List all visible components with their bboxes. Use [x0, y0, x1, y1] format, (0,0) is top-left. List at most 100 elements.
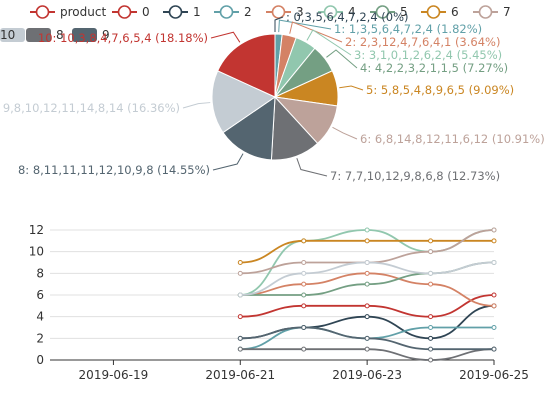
legend-item-6[interactable]: 5 — [370, 5, 408, 19]
y-tick-label: 10 — [29, 245, 44, 259]
legend-box-marker — [26, 28, 51, 42]
y-tick-label: 6 — [36, 288, 44, 302]
data-point[interactable] — [364, 281, 370, 287]
pie-label-line — [289, 21, 343, 43]
series-9[interactable] — [237, 325, 497, 352]
data-point[interactable] — [301, 325, 307, 330]
data-point[interactable] — [237, 335, 243, 341]
pie-label-blank: : 0,3,5,6,4,7,2,4 (0%) — [286, 10, 409, 24]
series-line — [240, 272, 495, 307]
pie-label-7: 7: 7,7,10,12,9,8,6,8 (12.73%) — [330, 169, 500, 183]
legend-item-1[interactable]: 0 — [112, 5, 150, 19]
pie-label-line — [332, 126, 358, 140]
legend-label: 10 — [0, 28, 15, 42]
x-tick-label: 2019-06-23 — [332, 368, 402, 382]
legend-circle-marker — [35, 5, 50, 19]
pie-label-line — [306, 29, 352, 56]
pie-label-6: 6: 6,8,14,8,12,11,6,12 (10.91%) — [360, 132, 545, 146]
pie-slice-10[interactable] — [217, 33, 276, 98]
data-point[interactable] — [237, 260, 243, 265]
data-point[interactable] — [301, 238, 307, 244]
data-point[interactable] — [428, 335, 434, 341]
data-point[interactable] — [301, 270, 307, 276]
data-point[interactable] — [491, 303, 497, 309]
pie-slice-8[interactable] — [222, 96, 276, 161]
legend-circle-marker — [219, 5, 234, 19]
y-axis: 0 2 4 6 8 10 12 — [29, 223, 44, 367]
data-point[interactable] — [237, 314, 243, 320]
legend-circle-marker — [426, 5, 441, 19]
data-point[interactable] — [237, 292, 243, 298]
legend-item-0[interactable]: product — [30, 5, 106, 19]
legend-item-10[interactable]: 9 — [72, 28, 110, 42]
data-point[interactable] — [491, 292, 497, 298]
y-tick-label: 0 — [36, 353, 44, 367]
pie-chart: : 0,3,5,6,4,7,2,4 (0%)1: 1,3,5,6,4,7,2,4… — [0, 10, 545, 183]
legend-label: 4 — [348, 5, 356, 19]
legend-item-9[interactable]: 8 — [26, 28, 64, 42]
legend[interactable]: product 0 1 2 3 4 5 6 7 8 9 10 — [0, 5, 511, 42]
data-point[interactable] — [301, 260, 307, 265]
series-3[interactable] — [237, 270, 497, 309]
data-point[interactable] — [364, 238, 370, 244]
pie-label-line — [210, 31, 241, 43]
data-point[interactable] — [428, 270, 434, 276]
legend-item-4[interactable]: 3 — [266, 5, 304, 19]
legend-label: 7 — [503, 5, 511, 19]
pie-slice-9[interactable] — [211, 70, 277, 134]
data-point[interactable] — [364, 260, 370, 265]
legend-item-3[interactable]: 2 — [214, 5, 252, 19]
y-tick-label: 2 — [36, 331, 44, 345]
series-10[interactable] — [237, 260, 497, 298]
legend-item-7[interactable]: 6 — [421, 5, 459, 19]
pie-label-8: 8: 8,11,11,11,12,10,9,8 (14.55%) — [18, 163, 210, 177]
series-lines — [237, 227, 497, 363]
pie-label-2: 2: 2,3,12,4,7,6,4,1 (3.64%) — [345, 35, 500, 49]
pie-label-10: 10: 10,3,8,4,7,6,5,4 (18.18%) — [38, 31, 208, 45]
pie-label-line — [274, 16, 284, 32]
legend-circle-marker — [271, 5, 286, 19]
data-point[interactable] — [428, 249, 434, 255]
data-point[interactable] — [364, 346, 370, 352]
data-point[interactable] — [428, 357, 434, 363]
data-point[interactable] — [364, 314, 370, 320]
series-0[interactable] — [237, 292, 497, 320]
data-point[interactable] — [301, 346, 307, 352]
data-point[interactable] — [491, 260, 497, 265]
x-tick-label: 2019-06-19 — [79, 368, 149, 382]
legend-label: 1 — [193, 5, 201, 19]
y-tick-label: 4 — [36, 310, 44, 324]
legend-item-11[interactable]: 10 — [0, 28, 25, 42]
data-point[interactable] — [364, 227, 370, 233]
data-point[interactable] — [428, 325, 434, 330]
series-6[interactable] — [237, 238, 497, 265]
data-point[interactable] — [301, 303, 307, 309]
data-point[interactable] — [491, 238, 497, 244]
legend-label: product — [60, 5, 106, 19]
data-point[interactable] — [491, 227, 497, 233]
legend-label: 5 — [400, 5, 408, 19]
data-point[interactable] — [237, 346, 243, 352]
legend-item-2[interactable]: 1 — [163, 5, 201, 19]
data-point[interactable] — [428, 346, 434, 352]
data-point[interactable] — [301, 281, 307, 287]
legend-item-5[interactable]: 4 — [318, 5, 356, 19]
y-tick-label: 12 — [29, 223, 44, 237]
data-point[interactable] — [491, 325, 497, 330]
legend-item-8[interactable]: 7 — [473, 5, 511, 19]
data-point[interactable] — [237, 270, 243, 276]
legend-circle-marker — [323, 5, 338, 19]
data-point[interactable] — [364, 335, 370, 341]
data-point[interactable] — [428, 281, 434, 287]
data-point[interactable] — [364, 303, 370, 309]
y-tick-label: 8 — [36, 266, 44, 280]
data-point[interactable] — [428, 238, 434, 244]
pie-label-4: 4: 4,2,2,3,2,1,1,5 (7.27%) — [360, 61, 508, 75]
data-point[interactable] — [301, 292, 307, 298]
legend-label: 6 — [451, 5, 459, 19]
data-point[interactable] — [364, 270, 370, 276]
data-point[interactable] — [428, 314, 434, 320]
data-point[interactable] — [491, 346, 497, 352]
legend-label: 8 — [56, 28, 64, 42]
